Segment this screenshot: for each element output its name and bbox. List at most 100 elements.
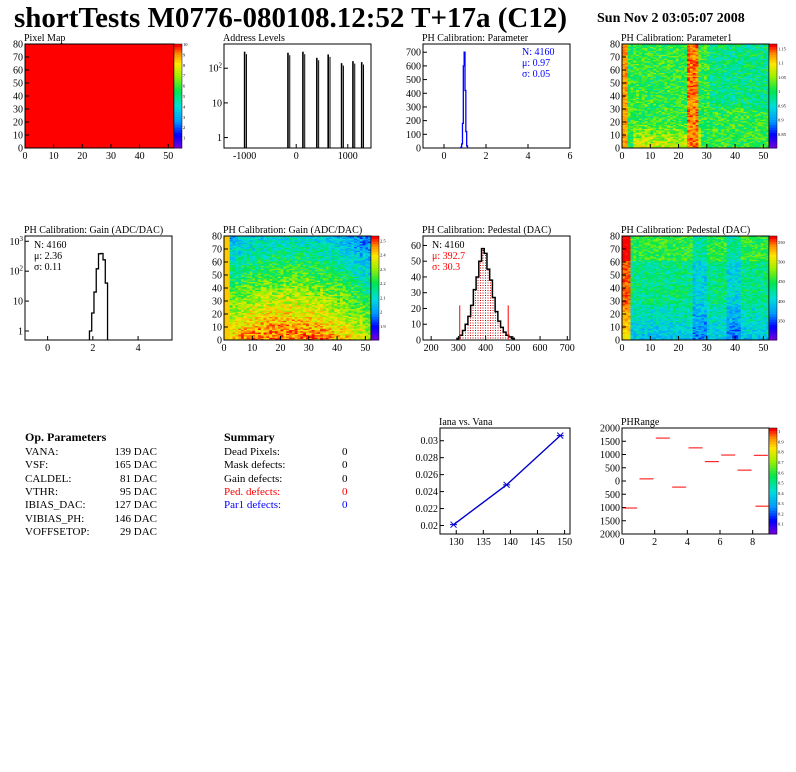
heatmap-cell: [757, 67, 761, 70]
heatmap-cell: [636, 62, 640, 64]
heatmap-cell: [687, 73, 691, 76]
heatmap-cell: [701, 107, 705, 110]
heatmap-cell: [627, 109, 631, 111]
heatmap-cell: [766, 118, 770, 120]
heatmap-cell: [655, 66, 660, 68]
heatmap-cell: [709, 127, 713, 129]
heatmap-cell: [763, 131, 767, 133]
heatmap-cell: [664, 110, 668, 112]
heatmap-cell: [701, 135, 705, 137]
heatmap-cell: [740, 86, 744, 89]
heatmap-cell: [712, 94, 716, 97]
heatmap-cell: [692, 62, 696, 64]
heatmap-cell: [740, 98, 744, 101]
heatmap-cell: [641, 136, 646, 138]
heatmap-cell: [737, 107, 742, 110]
heatmap-cell: [740, 73, 744, 76]
heatmap-cell: [655, 64, 660, 67]
heatmap-cell: [624, 84, 629, 86]
heatmap-cell: [743, 62, 747, 64]
heatmap-cell: [749, 105, 753, 107]
heatmap-cell: [641, 89, 646, 92]
heatmap-cell: [757, 115, 761, 118]
heatmap-cell: [752, 127, 756, 129]
heatmap-cell: [752, 96, 756, 98]
heatmap-cell: [715, 141, 719, 144]
heatmap-cell: [737, 68, 742, 71]
heatmap-cell: [718, 145, 722, 148]
heatmap-cell: [695, 118, 699, 120]
heatmap-cell: [737, 75, 742, 77]
heatmap-cell: [701, 112, 705, 115]
heatmap-cell: [720, 62, 725, 64]
heatmap-cell: [636, 94, 640, 97]
heatmap-cell: [760, 103, 764, 106]
heatmap-cell: [754, 120, 759, 123]
heatmap-cell: [624, 112, 629, 115]
heatmap-cell: [687, 136, 691, 138]
heatmap-cell: [701, 77, 705, 80]
colorbar-tick-label: 1: [778, 89, 780, 94]
heatmap-cell: [718, 79, 722, 81]
heatmap-cell: [636, 142, 640, 145]
heatmap-cell: [729, 124, 733, 127]
heatmap-cell: [763, 141, 767, 144]
heatmap-cell: [687, 90, 691, 93]
heatmap-cell: [681, 80, 685, 83]
heatmap-cell: [638, 137, 643, 140]
heatmap-cell: [695, 125, 699, 128]
heatmap-cell: [723, 127, 727, 129]
colorbar-cell: [174, 72, 182, 76]
heatmap-cell: [638, 127, 643, 129]
heatmap-cell: [658, 127, 662, 129]
heatmap-cell: [763, 138, 767, 141]
heatmap-cell: [706, 70, 711, 72]
heatmap-cell: [667, 92, 671, 94]
heatmap-cell: [650, 107, 654, 110]
heatmap-cell: [715, 72, 719, 75]
heatmap-cell: [689, 125, 694, 128]
heatmap-cell: [655, 133, 660, 136]
heatmap-cell: [633, 137, 637, 140]
plot-title: PH Calibration: Gain (ADC/DAC): [24, 225, 163, 236]
heatmap-cell: [670, 129, 674, 132]
heatmap-cell: [729, 84, 733, 86]
heatmap-cell: [684, 94, 688, 97]
colorbar-cell: [174, 132, 182, 136]
heatmap-cell: [763, 101, 767, 103]
heatmap-cell: [647, 131, 651, 133]
colorbar-cell: [174, 124, 182, 128]
heatmap-cell: [706, 107, 711, 110]
heatmap-cell: [715, 97, 719, 99]
heatmap-cell: [695, 127, 699, 129]
heatmap-cell: [655, 92, 660, 94]
heatmap-cell: [701, 103, 705, 106]
heatmap-cell: [715, 101, 719, 103]
heatmap-cell: [678, 118, 682, 120]
heatmap-cell: [630, 125, 634, 128]
heatmap-cell: [638, 83, 643, 85]
heatmap-cell: [695, 131, 699, 133]
heatmap-cell: [636, 109, 640, 111]
heatmap-cell: [757, 109, 761, 111]
heatmap-cell: [687, 107, 691, 110]
heatmap-cell: [726, 140, 730, 142]
heatmap-cell: [655, 128, 660, 131]
heatmap-cell: [701, 88, 705, 90]
heatmap-cell: [624, 124, 629, 127]
heatmap-cell: [737, 63, 742, 66]
heatmap-cell: [715, 83, 719, 85]
heatmap-cell: [655, 135, 660, 137]
heatmap-cell: [624, 111, 629, 114]
heatmap-cell: [664, 88, 668, 90]
heatmap-cell: [622, 98, 626, 101]
heatmap-cell: [715, 73, 719, 76]
heatmap-cell: [624, 122, 629, 124]
heatmap-cell: [644, 107, 648, 110]
heatmap-cell: [698, 80, 702, 83]
heatmap-cell: [723, 138, 727, 141]
heatmap-cell: [732, 132, 736, 135]
heatmap-cell: [754, 133, 759, 136]
heatmap-cell: [763, 81, 767, 84]
heatmap-cell: [689, 124, 694, 127]
